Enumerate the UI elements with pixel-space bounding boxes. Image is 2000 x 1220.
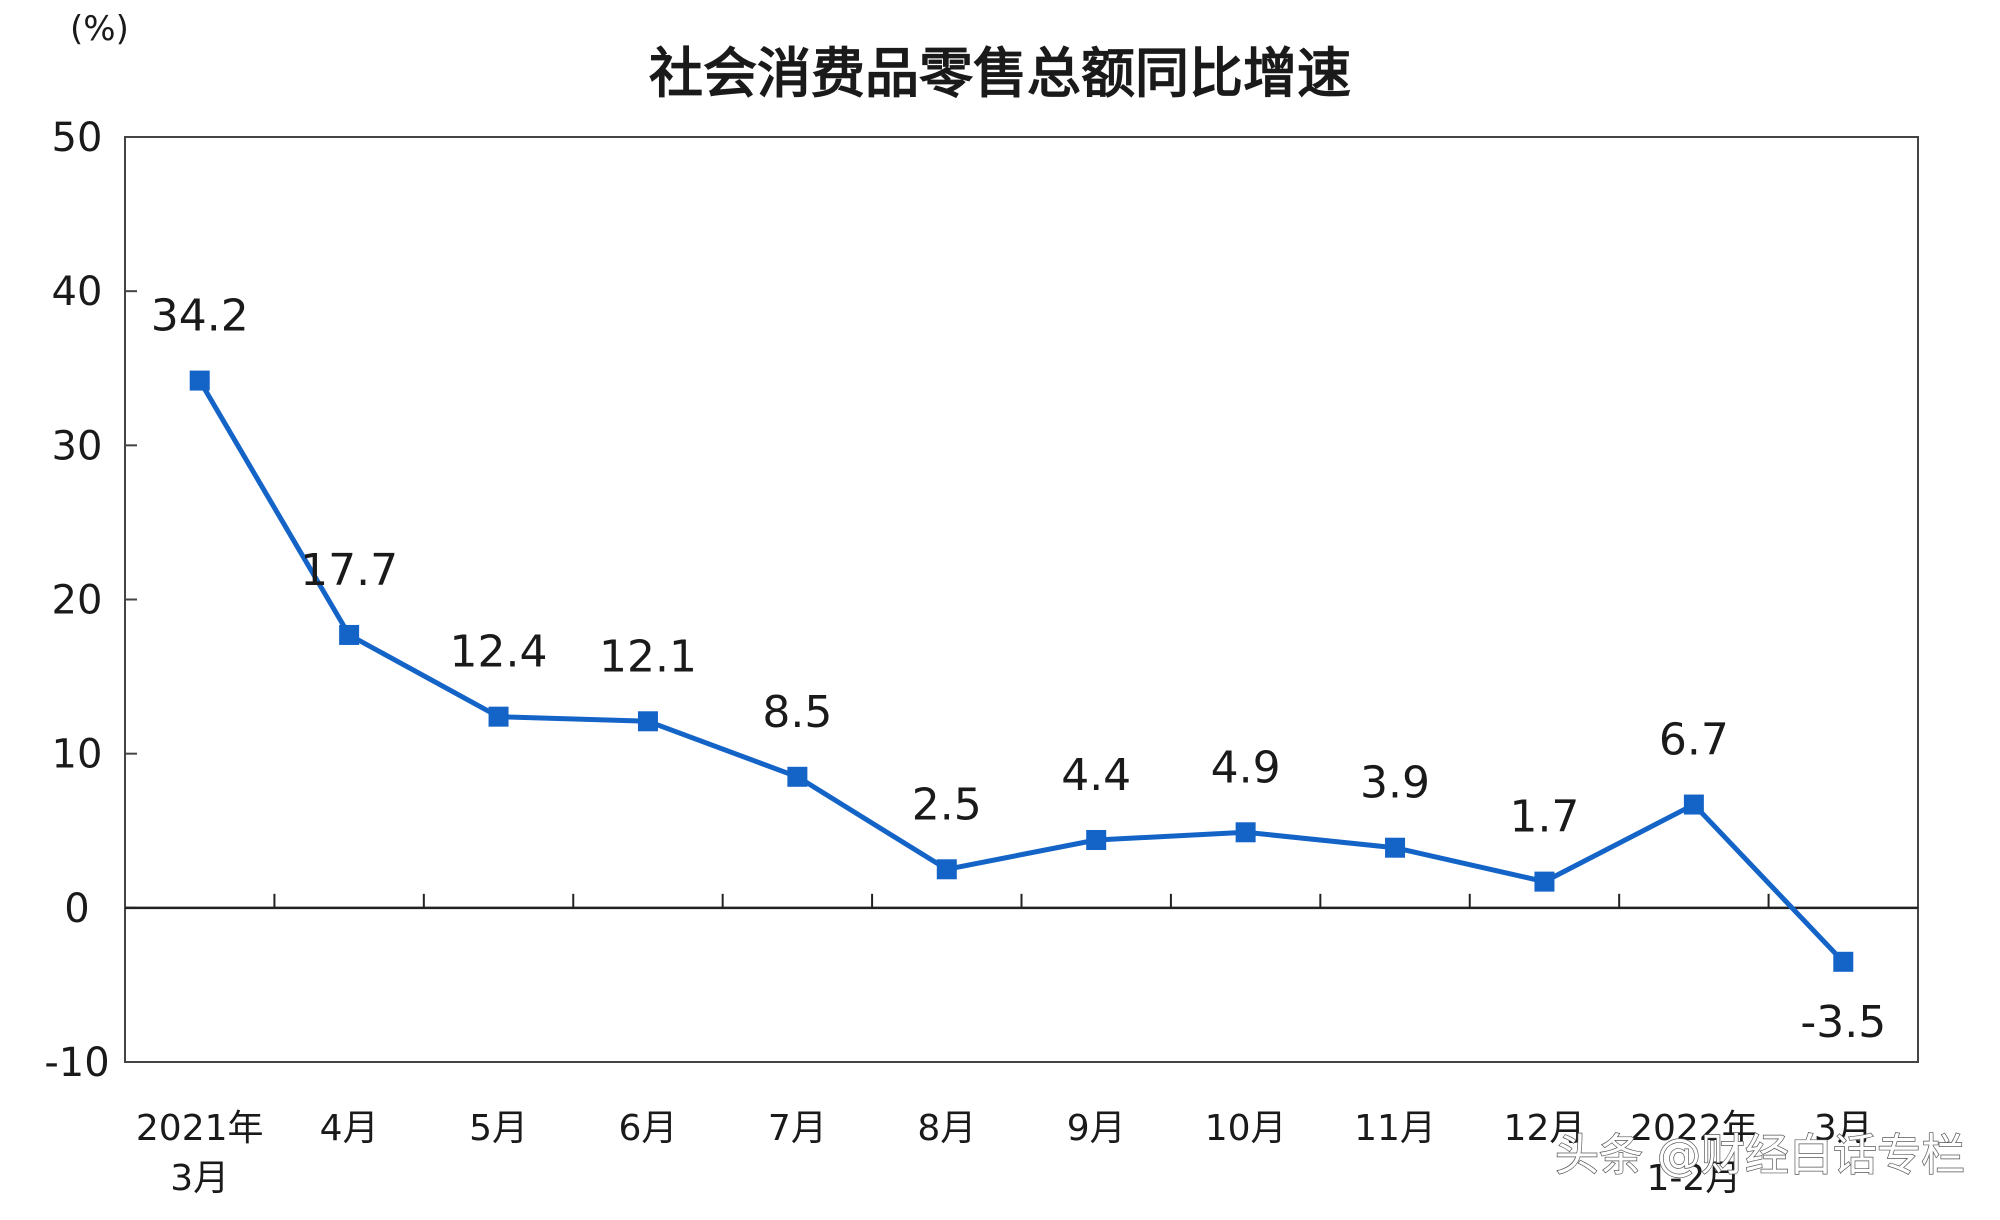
chart-title: 社会消费品零售总额同比增速 <box>649 42 1351 105</box>
data-label: 2.5 <box>912 779 982 830</box>
y-tick-label: 10 <box>52 732 103 778</box>
series-line <box>197 379 1846 964</box>
data-point <box>1385 837 1406 858</box>
x-tick-label: 11月 <box>1354 1108 1436 1149</box>
x-tick-label: 4月 <box>320 1108 379 1149</box>
data-point <box>1235 822 1256 843</box>
data-point <box>189 370 210 391</box>
x-tick-label: 8月 <box>917 1108 976 1149</box>
data-point <box>1833 951 1854 972</box>
data-point <box>1683 794 1704 815</box>
y-tick-label: 20 <box>52 578 103 624</box>
data-label: 17.7 <box>300 545 398 596</box>
y-tick-label: 50 <box>52 115 103 161</box>
data-label: 8.5 <box>762 687 832 738</box>
y-tick-label: 30 <box>52 423 103 469</box>
data-point <box>1534 871 1555 892</box>
watermark-text: 头条 @财经白话专栏 <box>1555 1130 1965 1181</box>
y-tick-label: -10 <box>44 1040 109 1086</box>
x-tick-label: 3月 <box>1814 1108 1873 1149</box>
data-labels: 34.2 17.7 12.4 12.1 8.5 2.5 4.4 4.9 3.9 1.7 6.7 -3.… <box>151 291 1886 1048</box>
x-tick-label: 2022年 <box>1630 1108 1758 1149</box>
data-label: 12.1 <box>599 631 697 682</box>
data-label: -3.5 <box>1800 997 1886 1048</box>
data-label: 4.9 <box>1211 742 1281 793</box>
data-point <box>339 624 360 645</box>
data-point <box>488 706 509 727</box>
x-axis: 2021年 3月 4月 5月 6月 7月 8月 9月 10月 11月 12月 2022年 1-2月 3月 <box>136 893 1873 1199</box>
x-tick-label: 5月 <box>469 1108 528 1149</box>
x-tick-label: 10月 <box>1205 1108 1287 1149</box>
data-label: 3.9 <box>1360 758 1430 809</box>
y-tick-label: 40 <box>52 269 103 315</box>
data-label: 34.2 <box>151 291 249 342</box>
data-label: 1.7 <box>1509 792 1579 843</box>
x-tick-label: 6月 <box>619 1108 678 1149</box>
data-point <box>1086 830 1107 850</box>
data-point <box>787 766 808 787</box>
y-tick-label: 0 <box>64 886 89 932</box>
data-markers <box>189 370 1854 972</box>
data-label: 4.4 <box>1061 750 1131 801</box>
x-tick-label: 7月 <box>768 1108 827 1149</box>
data-point <box>936 859 957 880</box>
x-tick-label: 1-2月 <box>1646 1158 1741 1199</box>
y-unit-label: (%) <box>70 9 129 49</box>
y-axis: -10 0 10 20 30 40 50 <box>44 115 137 1086</box>
x-tick-label: 3月 <box>170 1158 229 1199</box>
data-point <box>637 711 658 732</box>
plot-frame <box>124 136 1919 1063</box>
data-label: 6.7 <box>1659 715 1729 766</box>
x-tick-label: 12月 <box>1504 1108 1586 1149</box>
x-tick-label: 2021年 <box>136 1108 264 1149</box>
x-tick-label: 9月 <box>1067 1108 1126 1149</box>
data-label: 12.4 <box>450 627 548 678</box>
